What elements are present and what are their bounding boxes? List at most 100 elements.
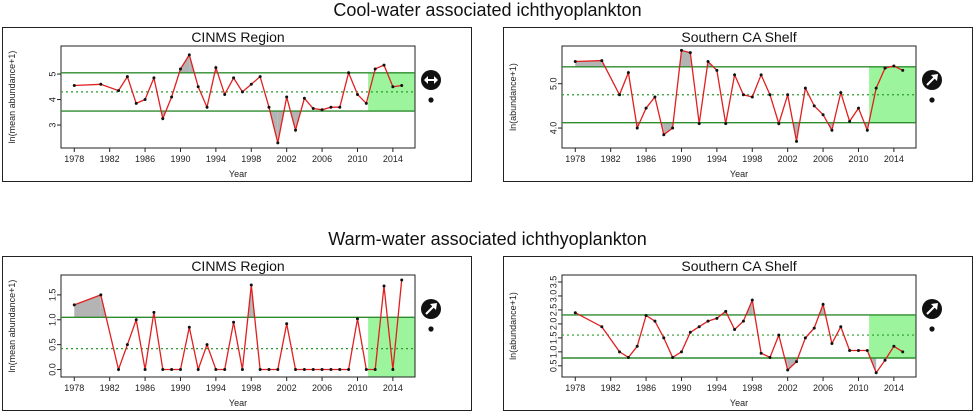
data-point: [355, 317, 359, 321]
data-point: [117, 89, 121, 93]
y-axis-label: ln(mean abundance+1): [7, 51, 17, 144]
data-point: [249, 82, 253, 86]
data-point: [143, 368, 147, 372]
x-tick-label: 1998: [742, 383, 762, 393]
x-tick-label: 1982: [601, 383, 621, 393]
exceedance-shade: [575, 60, 602, 67]
plot-frame: [60, 45, 416, 149]
y-tick-label: 1.5: [548, 332, 558, 345]
x-tick-label: 1990: [671, 154, 691, 164]
data-point: [329, 368, 333, 372]
data-point: [267, 105, 271, 109]
data-point: [223, 368, 227, 372]
data-point: [134, 318, 138, 322]
data-point: [232, 76, 236, 80]
x-tick-label: 2014: [383, 383, 403, 393]
data-point: [143, 98, 147, 102]
data-point: [391, 368, 395, 372]
x-tick-label: 1990: [671, 383, 691, 393]
data-point: [373, 368, 377, 372]
data-point: [285, 95, 289, 99]
data-point: [724, 309, 728, 313]
up-arrow-icon: [922, 70, 942, 90]
chart-svg: CINMS Region 1978 1982 1986 1990 1994 1998 2002…: [7, 29, 441, 179]
data-point: [750, 298, 754, 302]
data-point: [170, 368, 174, 372]
series-line: [574, 297, 904, 375]
data-point: [382, 63, 386, 67]
data-point: [338, 105, 342, 109]
x-tick-label: 2006: [813, 383, 833, 393]
data-point: [848, 119, 852, 123]
data-point: [320, 108, 324, 112]
chart-svg: Southern CA Shelf 1978 1982 1986 1990 1994 199…: [508, 29, 942, 179]
data-point: [311, 106, 315, 110]
x-tick-label: 1982: [601, 154, 621, 164]
x-tick-label: 1982: [100, 154, 120, 164]
level-dot-icon: [929, 326, 935, 332]
data-point: [830, 128, 834, 132]
y-tick-label: 5.0: [548, 77, 558, 90]
data-point: [276, 368, 280, 372]
data-point: [347, 368, 351, 372]
data-point: [733, 73, 737, 77]
data-point: [688, 330, 692, 334]
x-tick-label: 1978: [565, 383, 585, 393]
y-tick-label: 4.0: [548, 122, 558, 135]
exceedance-shade: [681, 50, 691, 67]
y-axis-label: ln(abundance+1): [508, 63, 518, 131]
data-point: [874, 86, 878, 90]
data-point: [795, 360, 799, 364]
x-tick-label: 1982: [100, 383, 120, 393]
data-point: [883, 358, 887, 362]
chart-panel-warm-cinms: CINMS Region 1978 1982 1986 1990 1994 1998 2002…: [2, 256, 472, 411]
data-point: [240, 368, 244, 372]
data-point: [573, 311, 577, 315]
data-point: [883, 66, 887, 70]
y-tick-label: 0.5: [548, 360, 558, 373]
data-point: [777, 122, 781, 126]
data-point: [679, 350, 683, 354]
x-tick-label: 1986: [135, 154, 155, 164]
data-point: [161, 368, 165, 372]
data-point: [803, 336, 807, 340]
data-point: [653, 319, 657, 323]
data-point: [99, 82, 103, 86]
chart-panel-warm-shelf: Southern CA Shelf 1978 1982 1986 1990 1994 199…: [503, 256, 973, 411]
x-tick-label: 2014: [884, 154, 904, 164]
data-point: [125, 75, 129, 79]
data-point: [258, 368, 262, 372]
data-point: [892, 64, 896, 68]
x-tick-label: 1998: [241, 154, 261, 164]
x-tick-label: 1998: [742, 154, 762, 164]
x-tick-label: 2014: [884, 383, 904, 393]
cool-section-title: Cool-water associated ichthyoplankton: [333, 0, 642, 20]
series-line: [74, 279, 403, 372]
data-point: [839, 91, 843, 95]
data-point: [724, 122, 728, 126]
data-point: [892, 344, 896, 348]
data-point: [364, 368, 368, 372]
chart-panel-cool-cinms: CINMS Region 1978 1982 1986 1990 1994 1998 2002…: [2, 27, 472, 182]
data-point: [653, 95, 657, 99]
data-point: [626, 71, 630, 75]
x-tick-label: 2010: [848, 383, 868, 393]
plot-frame: [561, 274, 917, 378]
data-point: [715, 68, 719, 72]
x-tick-label: 1986: [636, 383, 656, 393]
data-point: [671, 126, 675, 130]
data-point: [99, 293, 103, 297]
x-tick-label: 1990: [170, 154, 190, 164]
x-tick-label: 1994: [206, 154, 226, 164]
x-tick-label: 2010: [848, 154, 868, 164]
y-axis-label: ln(abundance+1): [508, 292, 518, 360]
level-dot-icon: [428, 97, 434, 103]
level-dot-icon: [428, 326, 434, 332]
diamond-arrows-icon: [421, 70, 441, 90]
x-tick-label: 1978: [64, 383, 84, 393]
data-point: [644, 106, 648, 110]
data-point: [635, 344, 639, 348]
y-tick-label: 1.0: [548, 346, 558, 359]
exceedance-shade: [796, 122, 800, 142]
x-tick-label: 2006: [813, 154, 833, 164]
